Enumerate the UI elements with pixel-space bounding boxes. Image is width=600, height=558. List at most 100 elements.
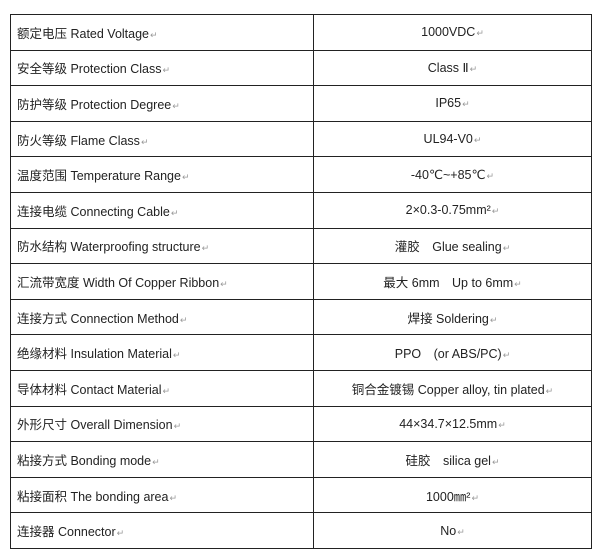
table-row: 安全等级 Protection Class↵ Class Ⅱ↵ — [10, 49, 592, 87]
spec-value-cell: Class Ⅱ↵ — [313, 49, 592, 87]
spec-value-cell: 铜合金镀锡 Copper alloy, tin plated↵ — [313, 369, 592, 407]
table-row: 连接器 Connector↵ No↵ — [10, 512, 592, 549]
spec-label: 连接器 Connector — [17, 525, 116, 540]
paragraph-mark-icon: ↵ — [486, 171, 495, 182]
spec-value: Class Ⅱ — [427, 61, 469, 76]
spec-value: UL94-V0 — [423, 132, 473, 147]
paragraph-mark-icon: ↵ — [514, 278, 522, 289]
table-row: 连接电缆 Connecting Cable↵ 2×0.3-0.75mm²↵ — [10, 191, 592, 229]
table-row: 粘接方式 Bonding mode↵ 硅胶 silica gel↵ — [10, 441, 592, 478]
paragraph-mark-icon: ↵ — [220, 278, 228, 289]
spec-value: IP65 — [435, 96, 462, 111]
paragraph-mark-icon: ↵ — [169, 492, 178, 503]
spec-value: 2×0.3-0.75mm² — [405, 203, 491, 218]
table-row: 防火等级 Flame Class↵ UL94-V0↵ — [10, 120, 592, 158]
paragraph-mark-icon: ↵ — [140, 136, 149, 147]
spec-table: 额定电压 Rated Voltage↵ 1000VDC↵ 安全等级 Protecti… — [10, 14, 592, 549]
spec-label: 温度范围 Temperature Range — [17, 169, 181, 184]
paragraph-mark-icon: ↵ — [173, 421, 182, 432]
table-row: 防护等级 Protection Degree↵ IP65↵ — [10, 85, 592, 122]
table-row: 绝缘材料 Insulation Material↵ PPO (or ABS/PC)… — [10, 334, 592, 371]
spec-label-cell: 安全等级 Protection Class↵ — [10, 49, 314, 87]
spec-label: 绝缘材料 Insulation Material — [17, 347, 172, 362]
spec-value-cell: -40℃~+85℃↵ — [313, 156, 592, 193]
spec-value: -40℃~+85℃ — [410, 168, 486, 183]
paragraph-mark-icon: ↵ — [462, 99, 470, 110]
spec-label-cell: 温度范围 Temperature Range↵ — [10, 156, 314, 193]
paragraph-mark-icon: ↵ — [116, 528, 125, 539]
spec-value-cell: PPO (or ABS/PC)↵ — [313, 334, 592, 371]
spec-value-cell: IP65↵ — [313, 85, 592, 122]
spec-value-cell: 2×0.3-0.75mm²↵ — [313, 191, 592, 229]
spec-label-cell: 额定电压 Rated Voltage↵ — [10, 14, 314, 51]
paragraph-mark-icon: ↵ — [471, 492, 480, 503]
spec-label: 防护等级 Protection Degree — [17, 97, 172, 112]
spec-table-body: 额定电压 Rated Voltage↵ 1000VDC↵ 安全等级 Protecti… — [10, 14, 592, 549]
paragraph-mark-icon: ↵ — [201, 243, 210, 254]
spec-value: No — [440, 523, 457, 538]
spec-label: 额定电压 Rated Voltage — [17, 26, 150, 41]
paragraph-mark-icon: ↵ — [502, 350, 511, 361]
spec-value: 硅胶 silica gel — [405, 453, 491, 468]
spec-value-cell: 最大 6mm Up to 6mm↵ — [313, 263, 592, 300]
paragraph-mark-icon: ↵ — [545, 385, 554, 396]
spec-value: 灌胶 Glue sealing — [394, 240, 502, 255]
table-row: 额定电压 Rated Voltage↵ 1000VDC↵ — [10, 14, 592, 51]
spec-label: 粘接面积 The bonding area — [17, 489, 169, 504]
spec-value: PPO (or ABS/PC) — [394, 347, 502, 362]
paragraph-mark-icon: ↵ — [181, 172, 190, 183]
spec-value-cell: 1000㎜²↵ — [313, 476, 592, 514]
paragraph-mark-icon: ↵ — [473, 135, 482, 146]
paragraph-mark-icon: ↵ — [491, 206, 500, 217]
spec-value: 最大 6mm Up to 6mm — [383, 275, 514, 290]
spec-value-cell: 硅胶 silica gel↵ — [313, 441, 592, 478]
paragraph-mark-icon: ↵ — [498, 419, 506, 430]
table-row: 防水结构 Waterproofing structure↵ 灌胶 Glue sea… — [10, 227, 592, 265]
table-row: 汇流带宽度 Width Of Copper Ribbon↵ 最大 6mm Up t… — [10, 263, 592, 300]
spec-label: 汇流带宽度 Width Of Copper Ribbon — [17, 275, 220, 290]
spec-label-cell: 防水结构 Waterproofing structure↵ — [10, 227, 314, 265]
table-row: 粘接面积 The bonding area↵ 1000㎜²↵ — [10, 476, 592, 514]
spec-label: 连接电缆 Connecting Cable — [17, 204, 170, 219]
paragraph-mark-icon: ↵ — [152, 456, 160, 467]
paragraph-mark-icon: ↵ — [162, 385, 171, 396]
spec-value: 1000VDC — [421, 25, 476, 40]
spec-label-cell: 外形尺寸 Overall Dimension↵ — [10, 405, 314, 443]
spec-value-cell: 灌胶 Glue sealing↵ — [313, 227, 592, 265]
spec-value-cell: No↵ — [313, 512, 592, 549]
paragraph-mark-icon: ↵ — [172, 350, 181, 361]
table-row: 连接方式 Connection Method↵ 焊接 Soldering↵ — [10, 298, 592, 336]
spec-label-cell: 粘接方式 Bonding mode↵ — [10, 441, 314, 478]
spec-label-cell: 连接方式 Connection Method↵ — [10, 298, 314, 336]
spec-label-cell: 导体材料 Contact Material↵ — [10, 369, 314, 407]
spec-label: 防火等级 Flame Class — [17, 133, 140, 148]
spec-value: 1000㎜² — [425, 489, 471, 504]
paragraph-mark-icon: ↵ — [150, 29, 158, 40]
spec-label-cell: 粘接面积 The bonding area↵ — [10, 476, 314, 514]
paragraph-mark-icon: ↵ — [170, 207, 179, 218]
spec-label: 粘接方式 Bonding mode — [17, 453, 152, 468]
spec-label-cell: 防火等级 Flame Class↵ — [10, 120, 314, 158]
spec-label: 安全等级 Protection Class — [17, 62, 162, 77]
spec-label: 防水结构 Waterproofing structure — [17, 240, 201, 255]
paragraph-mark-icon: ↵ — [491, 456, 500, 467]
paragraph-mark-icon: ↵ — [162, 65, 171, 76]
spec-label-cell: 连接电缆 Connecting Cable↵ — [10, 191, 314, 229]
spec-label: 外形尺寸 Overall Dimension — [17, 418, 173, 433]
spec-value-cell: 焊接 Soldering↵ — [313, 298, 592, 336]
paragraph-mark-icon: ↵ — [476, 28, 484, 39]
table-row: 外形尺寸 Overall Dimension↵ 44×34.7×12.5mm↵ — [10, 405, 592, 443]
paragraph-mark-icon: ↵ — [179, 314, 188, 325]
paragraph-mark-icon: ↵ — [172, 100, 180, 111]
table-row: 导体材料 Contact Material↵ 铜合金镀锡 Copper alloy… — [10, 369, 592, 407]
spec-value: 44×34.7×12.5mm — [399, 416, 498, 431]
paragraph-mark-icon: ↵ — [457, 526, 465, 537]
spec-label-cell: 连接器 Connector↵ — [10, 512, 314, 549]
spec-value-cell: 1000VDC↵ — [313, 14, 592, 51]
spec-label: 连接方式 Connection Method — [17, 311, 179, 326]
spec-label-cell: 绝缘材料 Insulation Material↵ — [10, 334, 314, 371]
spec-value: 铜合金镀锡 Copper alloy, tin plated — [351, 382, 545, 397]
spec-label-cell: 防护等级 Protection Degree↵ — [10, 85, 314, 122]
spec-label: 导体材料 Contact Material — [17, 382, 162, 397]
spec-value-cell: UL94-V0↵ — [313, 120, 592, 158]
